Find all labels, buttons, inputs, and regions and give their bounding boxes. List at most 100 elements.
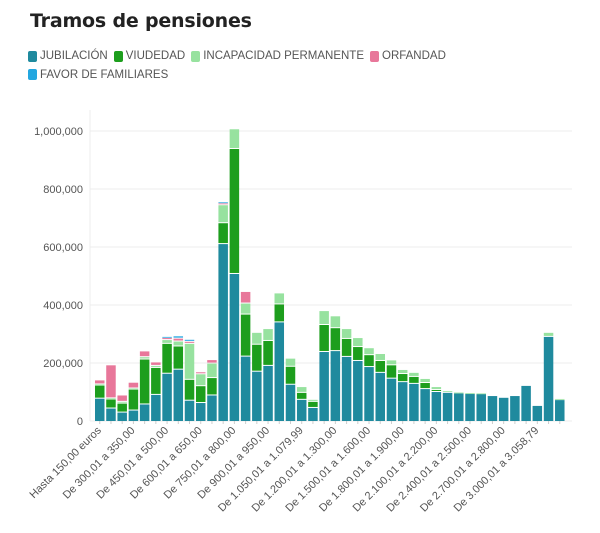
bar-segment[interactable] [218,203,228,205]
bar-segment[interactable] [296,392,307,399]
bar-segment[interactable] [218,205,228,223]
bar-segment[interactable] [207,395,217,421]
bar-segment[interactable] [442,392,453,421]
bar-segment[interactable] [240,291,251,303]
bar-segment[interactable] [285,366,296,384]
bar-segment[interactable] [375,354,386,360]
bar-segment[interactable] [543,336,554,421]
bar-segment[interactable] [184,343,195,379]
bar-segment[interactable] [195,374,206,386]
bar-segment[interactable] [285,358,296,366]
bar-segment[interactable] [95,398,105,421]
bar-segment[interactable] [532,405,543,421]
bar-segment[interactable] [128,410,139,421]
bar-segment[interactable] [162,373,172,421]
bar-segment[interactable] [409,372,419,376]
bar-segment[interactable] [173,341,184,346]
bar-segment[interactable] [229,148,240,273]
bar-segment[interactable] [364,348,374,355]
bar-segment[interactable] [229,273,240,421]
bar-segment[interactable] [173,338,184,341]
bar-segment[interactable] [128,388,139,390]
bar-segment[interactable] [330,328,341,351]
bar-segment[interactable] [442,391,453,392]
bar-segment[interactable] [139,357,150,359]
bar-segment[interactable] [397,369,408,374]
bar-segment[interactable] [139,404,150,421]
bar-segment[interactable] [375,372,386,421]
bar-segment[interactable] [319,325,329,351]
bar-segment[interactable] [386,360,397,365]
bar-segment[interactable] [252,332,262,344]
bar-segment[interactable] [106,408,116,421]
bar-segment[interactable] [353,338,363,347]
bar-segment[interactable] [162,340,172,343]
bar-segment[interactable] [476,394,486,421]
bar-segment[interactable] [252,371,262,421]
bar-segment[interactable] [106,365,116,398]
bar-segment[interactable] [308,407,318,421]
bar-segment[interactable] [218,223,228,244]
bar-segment[interactable] [364,367,374,421]
bar-segment[interactable] [218,244,228,421]
bar-segment[interactable] [543,332,554,336]
bar-segment[interactable] [308,399,318,401]
bar-segment[interactable] [173,369,184,421]
bar-segment[interactable] [117,401,127,403]
bar-segment[interactable] [386,378,397,421]
bar-segment[interactable] [184,400,195,421]
bar-segment[interactable] [195,372,206,374]
bar-segment[interactable] [106,399,116,408]
bar-segment[interactable] [296,399,307,421]
bar-segment[interactable] [274,293,285,304]
bar-segment[interactable] [397,382,408,421]
bar-segment[interactable] [184,339,195,341]
bar-segment[interactable] [341,329,352,338]
bar-segment[interactable] [173,336,184,338]
bar-segment[interactable] [240,356,251,421]
bar-segment[interactable] [207,378,217,395]
bar-segment[interactable] [420,378,430,383]
bar-segment[interactable] [285,384,296,421]
bar-segment[interactable] [95,380,105,384]
bar-segment[interactable] [521,385,531,421]
legend-item[interactable]: INCAPACIDAD PERMANENTE [191,48,364,64]
bar-segment[interactable] [95,385,105,398]
bar-segment[interactable] [330,316,341,328]
bar-segment[interactable] [95,384,105,386]
bar-segment[interactable] [151,394,161,421]
bar-segment[interactable] [139,359,150,404]
bar-segment[interactable] [162,336,172,338]
bar-segment[interactable] [555,398,565,400]
bar-segment[interactable] [409,383,419,421]
bar-segment[interactable] [555,400,565,421]
bar-segment[interactable] [195,386,206,403]
bar-segment[interactable] [319,351,329,421]
bar-segment[interactable] [184,379,195,400]
bar-segment[interactable] [263,365,273,421]
bar-segment[interactable] [375,360,386,372]
legend-item[interactable]: JUBILACIÓN [28,48,108,64]
bar-segment[interactable] [128,382,139,388]
bar-segment[interactable] [420,383,430,389]
bar-segment[interactable] [151,367,161,394]
bar-segment[interactable] [117,403,127,412]
bar-segment[interactable] [364,355,374,367]
bar-segment[interactable] [465,393,475,394]
bar-segment[interactable] [431,389,442,391]
bar-segment[interactable] [218,202,228,204]
bar-segment[interactable] [162,338,172,340]
bar-segment[interactable] [173,346,184,369]
bar-segment[interactable] [263,329,273,340]
bar-segment[interactable] [195,403,206,421]
bar-segment[interactable] [139,351,150,357]
bar-segment[interactable] [476,393,486,395]
bar-segment[interactable] [184,341,195,343]
bar-segment[interactable] [319,311,329,325]
bar-segment[interactable] [431,387,442,389]
bar-segment[interactable] [465,394,475,421]
legend-item[interactable]: VIUDEDAD [113,48,185,64]
bar-segment[interactable] [274,322,285,421]
bar-segment[interactable] [296,387,307,392]
bar-segment[interactable] [207,360,217,363]
